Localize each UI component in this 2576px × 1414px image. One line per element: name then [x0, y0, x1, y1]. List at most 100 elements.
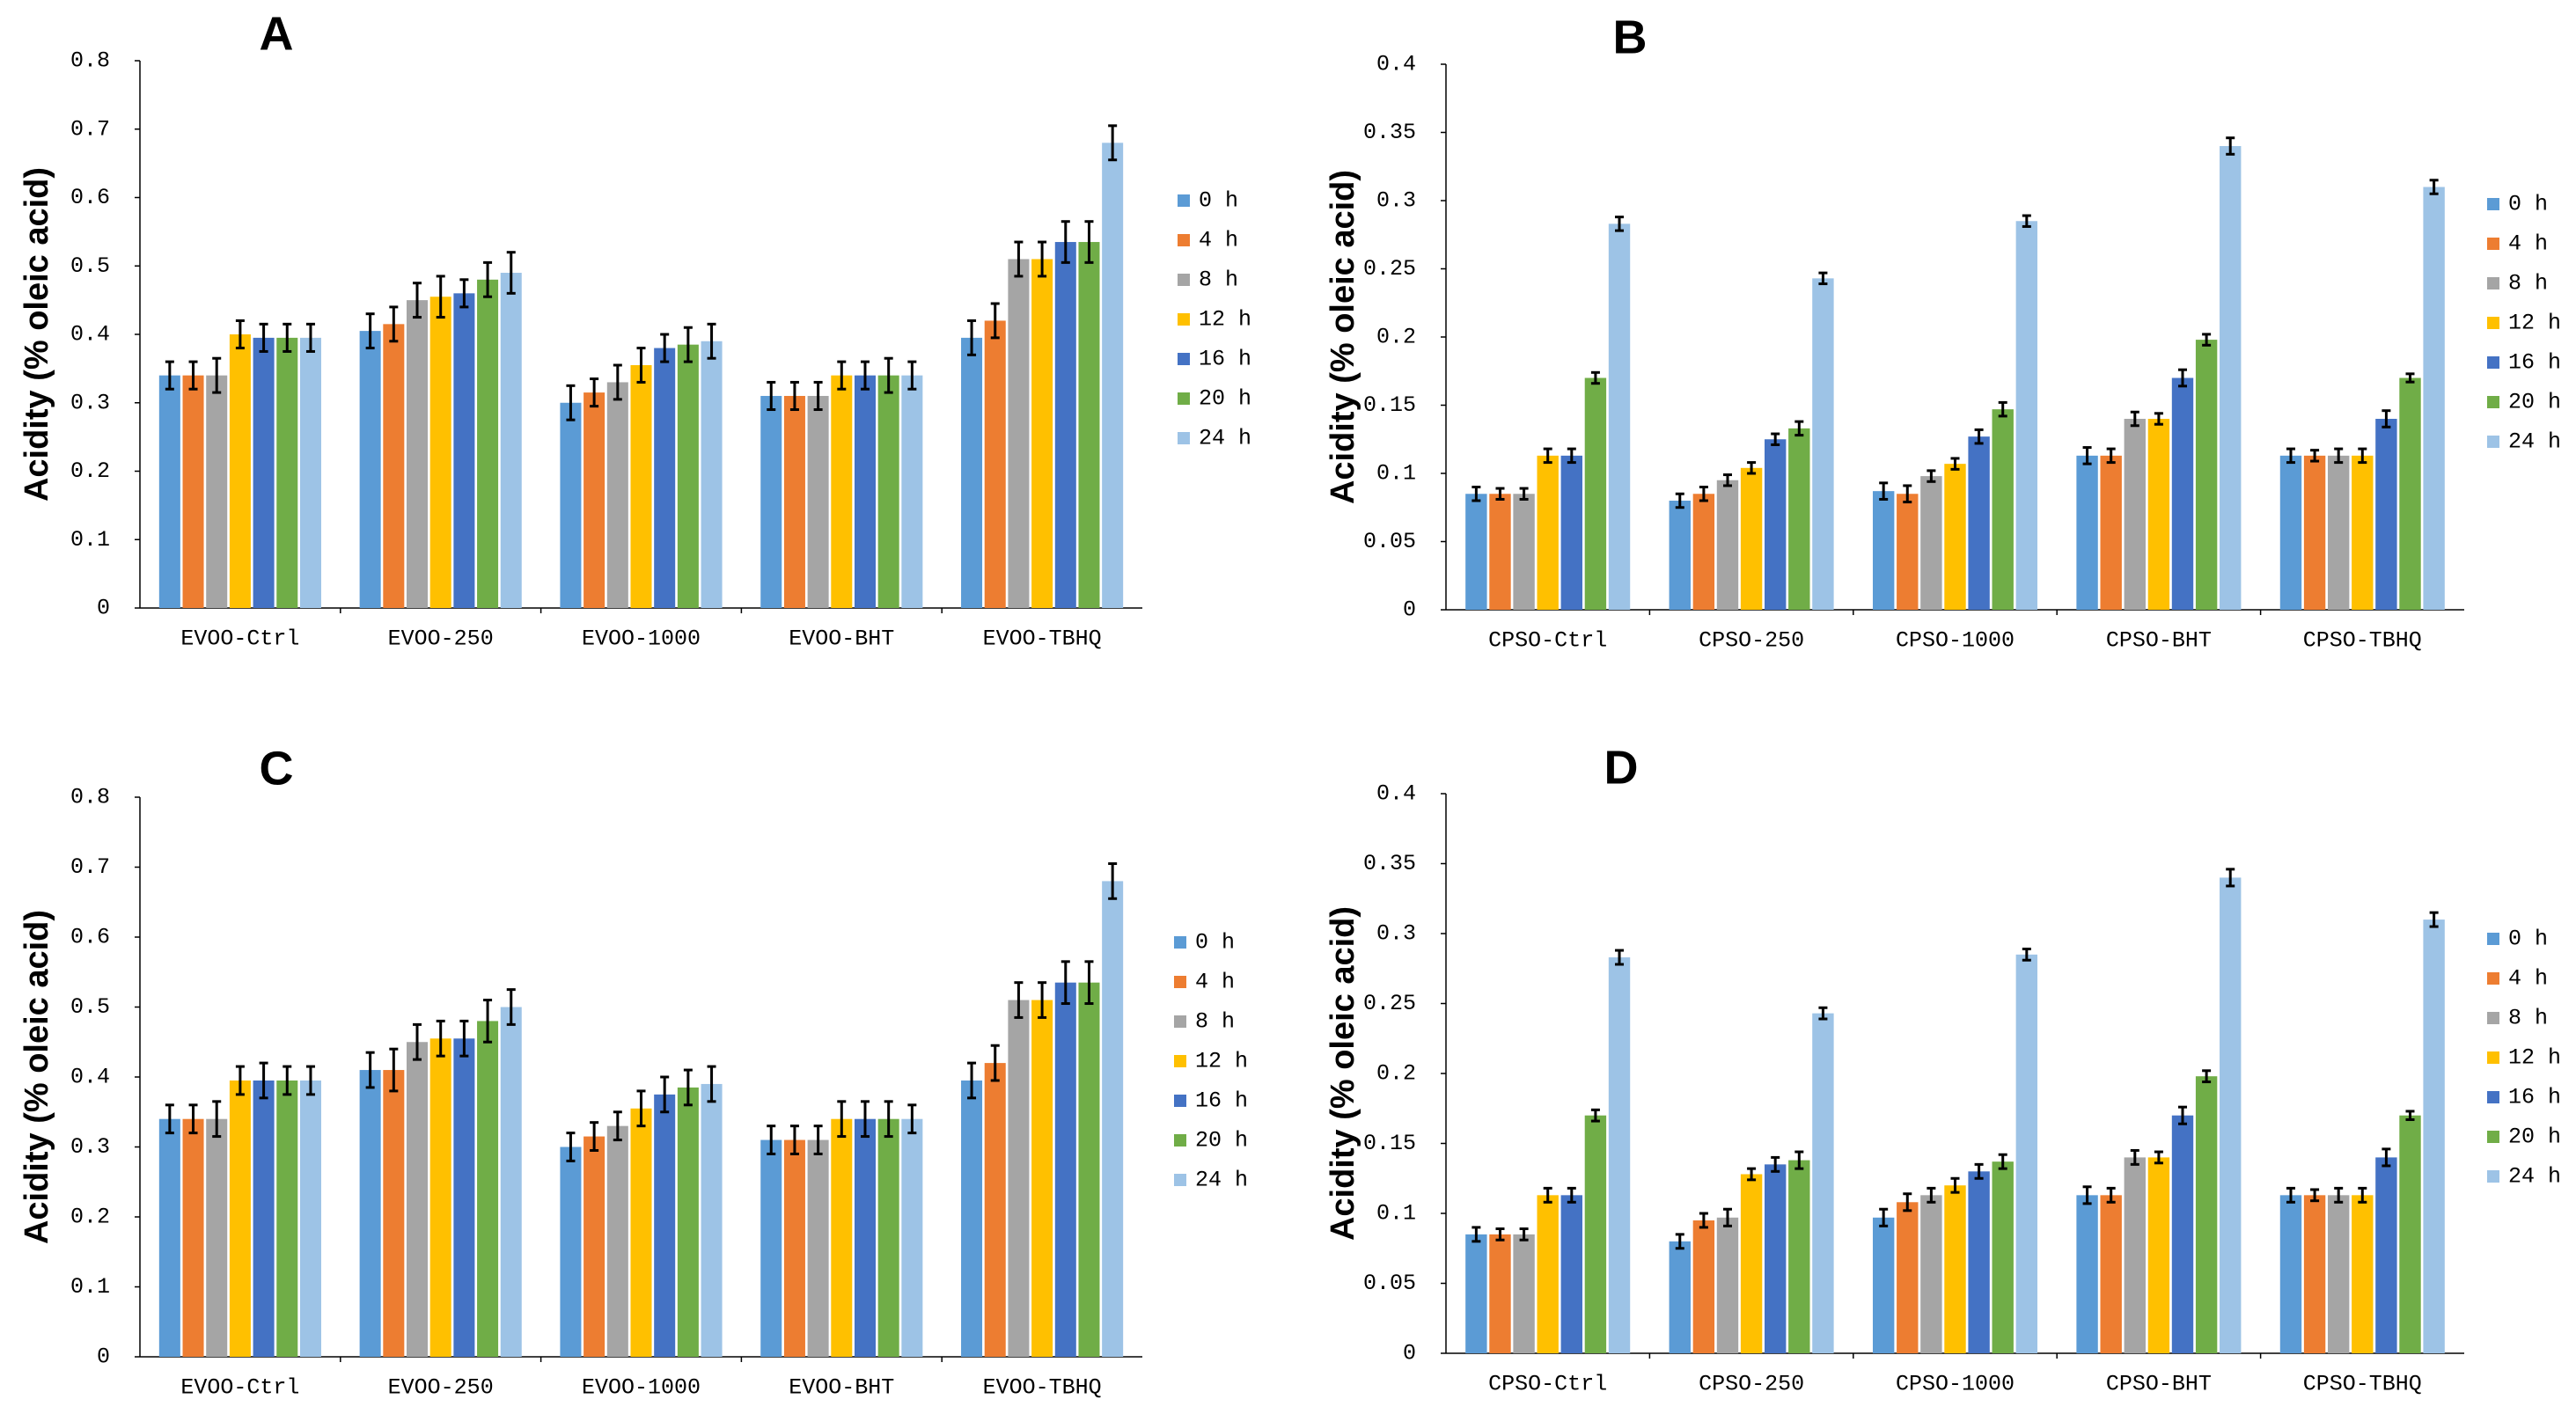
legend-swatch [2487, 933, 2499, 945]
bar [477, 279, 499, 608]
bar [2076, 1195, 2098, 1353]
error-bar [1014, 240, 1024, 278]
y-tick-label: 0.4 [1376, 52, 1416, 77]
legend-label: 0 h [1195, 930, 1235, 956]
bar [500, 1007, 522, 1357]
legend-label: 8 h [1199, 267, 1238, 293]
legend-swatch [1178, 353, 1190, 365]
y-tick-label: 0.5 [70, 253, 110, 279]
bar [560, 402, 582, 608]
legend-swatch [1174, 936, 1186, 949]
y-tick-label: 0.8 [70, 48, 110, 74]
error-bar [365, 312, 375, 350]
error-bar [1590, 370, 1600, 385]
error-bar [1699, 1212, 1708, 1229]
error-bar [789, 380, 799, 412]
x-tick-label: CPSO-1000 [1896, 628, 2015, 654]
error-bar [860, 360, 870, 391]
error-bar [165, 1103, 174, 1135]
bar [477, 1021, 499, 1357]
legend-swatch [1174, 1095, 1186, 1107]
bar [984, 1063, 1006, 1357]
x-tick-label: EVOO-TBHQ [983, 626, 1102, 652]
bar [630, 1108, 652, 1357]
error-bar [2286, 1186, 2295, 1204]
error-bar [1974, 1162, 1984, 1180]
bar [359, 1070, 381, 1357]
x-tick-label: CPSO-BHT [2106, 628, 2212, 654]
bar [182, 1118, 204, 1357]
error-bar [907, 360, 917, 391]
error-bar [2022, 214, 2031, 228]
legend-label: 12 h [2508, 311, 2561, 336]
error-bar [1818, 271, 1828, 286]
error-bar [660, 1075, 670, 1114]
bar [701, 341, 723, 608]
legend-swatch [1178, 274, 1190, 286]
bar [453, 293, 475, 608]
error-bar [1471, 1226, 1481, 1243]
bar [877, 375, 899, 608]
legend-swatch [1174, 1055, 1186, 1067]
bar [1008, 1000, 1030, 1357]
bar [1992, 409, 2014, 610]
error-bar [259, 322, 268, 353]
error-bar [2405, 1110, 2415, 1121]
bar [1584, 1115, 1607, 1353]
error-bar [1108, 862, 1118, 900]
bar [1692, 1220, 1715, 1353]
legend-label: 8 h [2508, 1006, 2548, 1031]
bar [1920, 476, 1942, 610]
bar [2352, 1195, 2374, 1353]
x-tick-label: EVOO-250 [388, 1375, 494, 1401]
error-bar [259, 1061, 268, 1100]
bar [831, 375, 853, 608]
error-bar [1998, 400, 2007, 418]
error-bar [990, 302, 1000, 340]
error-bar [767, 380, 776, 412]
error-bar [967, 1061, 977, 1100]
y-tick-label: 0.15 [1363, 1131, 1416, 1156]
bar [1788, 1160, 1810, 1353]
legend-swatch [1174, 1174, 1186, 1186]
bar [1608, 223, 1631, 610]
bar [1944, 1185, 1966, 1353]
y-tick-label: 0.7 [70, 854, 110, 880]
bar [1812, 278, 1834, 610]
x-tick-label: CPSO-Ctrl [1488, 628, 1607, 654]
error-bar [2334, 447, 2344, 465]
error-bar [2310, 449, 2320, 463]
bar [1992, 1161, 2014, 1353]
legend-swatch [2487, 198, 2499, 210]
error-bar [2429, 179, 2439, 195]
bar [783, 1139, 805, 1357]
legend-swatch [2487, 317, 2499, 329]
legend-label: 20 h [1195, 1128, 1248, 1154]
bar [500, 273, 522, 608]
y-tick-label: 0 [1403, 597, 1416, 623]
panel-label: D [1604, 741, 1639, 794]
bar [1560, 1195, 1583, 1353]
error-bar [2106, 447, 2116, 465]
y-tick-label: 0.3 [70, 390, 110, 415]
bar [654, 348, 676, 608]
legend-swatch [1178, 234, 1190, 246]
legend-label: 24 h [1199, 426, 1251, 451]
error-bar [967, 319, 977, 356]
error-bar [1818, 1006, 1828, 1021]
legend-label: 16 h [1199, 347, 1251, 372]
bar [1078, 982, 1100, 1357]
error-bar [1771, 1155, 1780, 1173]
bar [807, 395, 829, 608]
y-axis-label: Acidity (% oleic acid) [18, 167, 55, 502]
bar [2352, 455, 2374, 610]
x-tick-label: CPSO-TBHQ [2303, 628, 2422, 654]
legend-swatch [2487, 238, 2499, 250]
bar [2375, 419, 2397, 610]
bar [2423, 919, 2445, 1353]
bar [2375, 1157, 2397, 1353]
legend-swatch [1178, 313, 1190, 326]
legend-label: 24 h [1195, 1168, 1248, 1193]
bar [1465, 1234, 1487, 1353]
